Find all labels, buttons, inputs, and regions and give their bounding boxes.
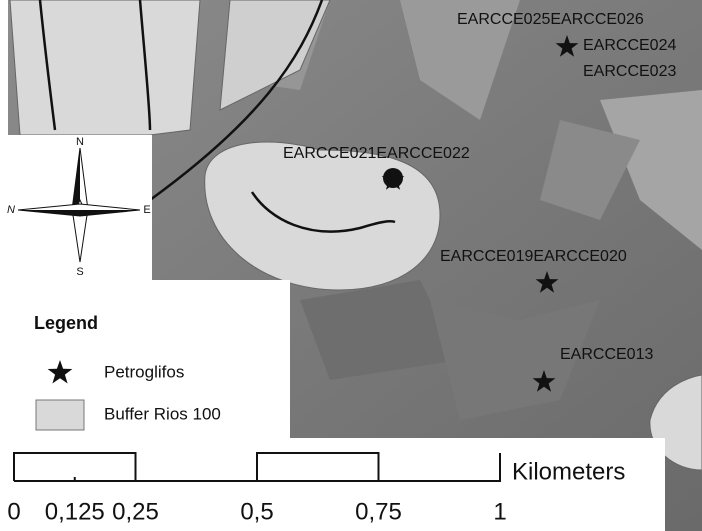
site-label: EARCCE023 — [583, 63, 676, 80]
legend-swatch — [36, 400, 84, 430]
compass-north: N — [76, 136, 84, 148]
compass-west: N — [7, 204, 15, 216]
legend-title: Legend — [34, 313, 98, 333]
scale-label: 0,25 — [112, 498, 159, 525]
site-label: EARCCE013 — [560, 346, 653, 363]
site-label: EARCCE025EARCCE026 — [457, 11, 644, 28]
legend-label: Buffer Rios 100 — [104, 404, 221, 423]
compass-east: E — [143, 204, 150, 216]
edge — [0, 0, 8, 135]
site-label: EARCCE024 — [583, 37, 676, 54]
compass-south: S — [76, 266, 83, 278]
scale-label: 0,5 — [240, 498, 273, 525]
legend-label: Petroglifos — [104, 362, 184, 381]
scale-label: 0 — [7, 498, 20, 525]
scale-label: 1 — [493, 498, 506, 525]
map: N S E N Legend Petroglifos Buffer Rios 1… — [0, 0, 702, 531]
site-label: EARCCE019EARCCE020 — [440, 248, 627, 265]
site-label: EARCCE021EARCCE022 — [283, 145, 470, 162]
scale-label: 0,125 — [45, 498, 105, 525]
scale-label: 0,75 — [355, 498, 402, 525]
scale-unit: Kilometers — [512, 458, 625, 485]
